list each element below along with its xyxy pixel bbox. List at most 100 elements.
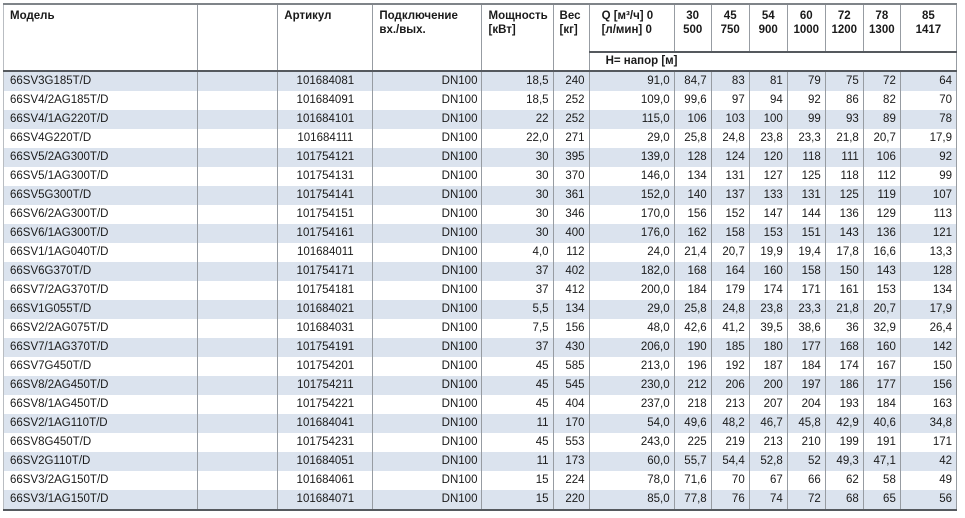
model-cell: 66SV4G220T/D xyxy=(3,129,199,149)
head-q54-cell: 200 xyxy=(749,376,788,396)
head-q60-cell: 72 xyxy=(787,490,826,511)
head-q30-cell: 212 xyxy=(674,376,712,396)
model-cell: 66SV3/1AG150T/D xyxy=(3,490,199,511)
head-q54-cell: 52,8 xyxy=(749,452,788,472)
head-q0-cell: 152,0 xyxy=(589,186,675,206)
head-q0-cell: 170,0 xyxy=(589,205,675,225)
head-q30-cell: 49,6 xyxy=(674,414,712,434)
head-q85-cell: 107 xyxy=(900,186,958,206)
head-q54-cell: 120 xyxy=(749,148,788,168)
head-q45-cell: 213 xyxy=(711,395,750,415)
head-q54-cell: 23,8 xyxy=(749,129,788,149)
col-header-article: Артикул xyxy=(277,4,374,72)
weight-cell: 112 xyxy=(553,243,590,263)
head-q78-cell: 160 xyxy=(863,338,901,358)
connection-label-line2: вх./вых. xyxy=(379,24,426,37)
head-q45-cell: 41,2 xyxy=(711,319,750,339)
table-row: 66SV2/2AG075T/D 101684031 DN100 7,5 156 … xyxy=(3,319,958,339)
head-q0-cell: 78,0 xyxy=(589,471,675,491)
connection-cell: DN100 xyxy=(372,243,483,263)
head-q85-cell: 34,8 xyxy=(900,414,958,434)
connection-cell: DN100 xyxy=(372,262,483,282)
empty-cell xyxy=(197,262,279,282)
head-q85-cell: 156 xyxy=(900,376,958,396)
head-q85-cell: 142 xyxy=(900,338,958,358)
table-row: 66SV5/2AG300T/D 101754121 DN100 30 395 1… xyxy=(3,148,958,168)
head-q72-cell: 111 xyxy=(825,148,864,168)
head-q30-cell: 71,6 xyxy=(674,471,712,491)
head-q30-cell: 25,8 xyxy=(674,300,712,320)
weight-cell: 412 xyxy=(553,281,590,301)
head-q85-cell: 64 xyxy=(900,71,958,92)
col-header-flow-30: 30 500 xyxy=(674,4,712,52)
table-row: 66SV4/2AG185T/D 101684091 DN100 18,5 252… xyxy=(3,91,958,111)
connection-label-line1: Подключение xyxy=(379,10,458,22)
head-q85-cell: 17,9 xyxy=(900,129,958,149)
head-q78-cell: 119 xyxy=(863,186,901,206)
power-cell: 22,0 xyxy=(481,129,554,149)
power-cell: 45 xyxy=(481,395,554,415)
weight-cell: 252 xyxy=(553,110,590,130)
head-q54-cell: 174 xyxy=(749,281,788,301)
flow-lmin: 900 xyxy=(758,24,778,37)
empty-cell xyxy=(197,471,279,491)
head-q60-cell: 151 xyxy=(787,224,826,244)
head-q30-cell: 184 xyxy=(674,281,712,301)
article-cell: 101754231 xyxy=(277,433,374,453)
head-q30-cell: 156 xyxy=(674,205,712,225)
power-cell: 30 xyxy=(481,148,554,168)
model-cell: 66SV5/1AG300T/D xyxy=(3,167,199,187)
head-q78-cell: 106 xyxy=(863,148,901,168)
head-q0-cell: 85,0 xyxy=(589,490,675,511)
table-row: 66SV1G055T/D 101684021 DN100 5,5 134 29,… xyxy=(3,300,958,320)
power-label-line1: Мощность xyxy=(488,10,548,22)
col-header-connection: Подключение вх./вых. xyxy=(372,4,483,72)
head-q60-cell: 23,3 xyxy=(787,300,826,320)
head-q45-cell: 158 xyxy=(711,224,750,244)
head-q78-cell: 143 xyxy=(863,262,901,282)
connection-cell: DN100 xyxy=(372,71,483,92)
head-q78-cell: 89 xyxy=(863,110,901,130)
head-q85-cell: 171 xyxy=(900,433,958,453)
empty-cell xyxy=(197,167,279,187)
head-q72-cell: 118 xyxy=(825,167,864,187)
connection-cell: DN100 xyxy=(372,129,483,149)
head-q60-cell: 52 xyxy=(787,452,826,472)
table-row: 66SV8/2AG450T/D 101754211 DN100 45 545 2… xyxy=(3,376,958,396)
head-q0-cell: 139,0 xyxy=(589,148,675,168)
weight-label-line1: Вес xyxy=(559,10,581,22)
weight-cell: 173 xyxy=(553,452,590,472)
article-cell: 101754161 xyxy=(277,224,374,244)
power-cell: 30 xyxy=(481,167,554,187)
head-q85-cell: 113 xyxy=(900,205,958,225)
head-q54-cell: 127 xyxy=(749,167,788,187)
head-q78-cell: 153 xyxy=(863,281,901,301)
article-cell: 101754211 xyxy=(277,376,374,396)
model-cell: 66SV1/1AG040T/D xyxy=(3,243,199,263)
flow-lmin: 1417 xyxy=(915,24,942,37)
col-header-model-label: Модель xyxy=(10,10,55,22)
article-cell: 101754121 xyxy=(277,148,374,168)
article-cell: 101684011 xyxy=(277,243,374,263)
head-q85-cell: 26,4 xyxy=(900,319,958,339)
head-q54-cell: 81 xyxy=(749,71,788,92)
head-q54-cell: 153 xyxy=(749,224,788,244)
head-q0-cell: 243,0 xyxy=(589,433,675,453)
article-cell: 101684031 xyxy=(277,319,374,339)
head-q45-cell: 76 xyxy=(711,490,750,511)
head-q0-cell: 24,0 xyxy=(589,243,675,263)
empty-cell xyxy=(197,395,279,415)
head-meters-header: Н= напор [м] xyxy=(589,50,958,72)
head-q0-cell: 29,0 xyxy=(589,300,675,320)
head-q0-cell: 200,0 xyxy=(589,281,675,301)
head-q30-cell: 218 xyxy=(674,395,712,415)
weight-cell: 402 xyxy=(553,262,590,282)
head-q54-cell: 94 xyxy=(749,91,788,111)
head-q85-cell: 99 xyxy=(900,167,958,187)
empty-cell xyxy=(197,376,279,396)
power-cell: 45 xyxy=(481,357,554,377)
head-q54-cell: 100 xyxy=(749,110,788,130)
head-q30-cell: 99,6 xyxy=(674,91,712,111)
head-q85-cell: 42 xyxy=(900,452,958,472)
head-q45-cell: 97 xyxy=(711,91,750,111)
